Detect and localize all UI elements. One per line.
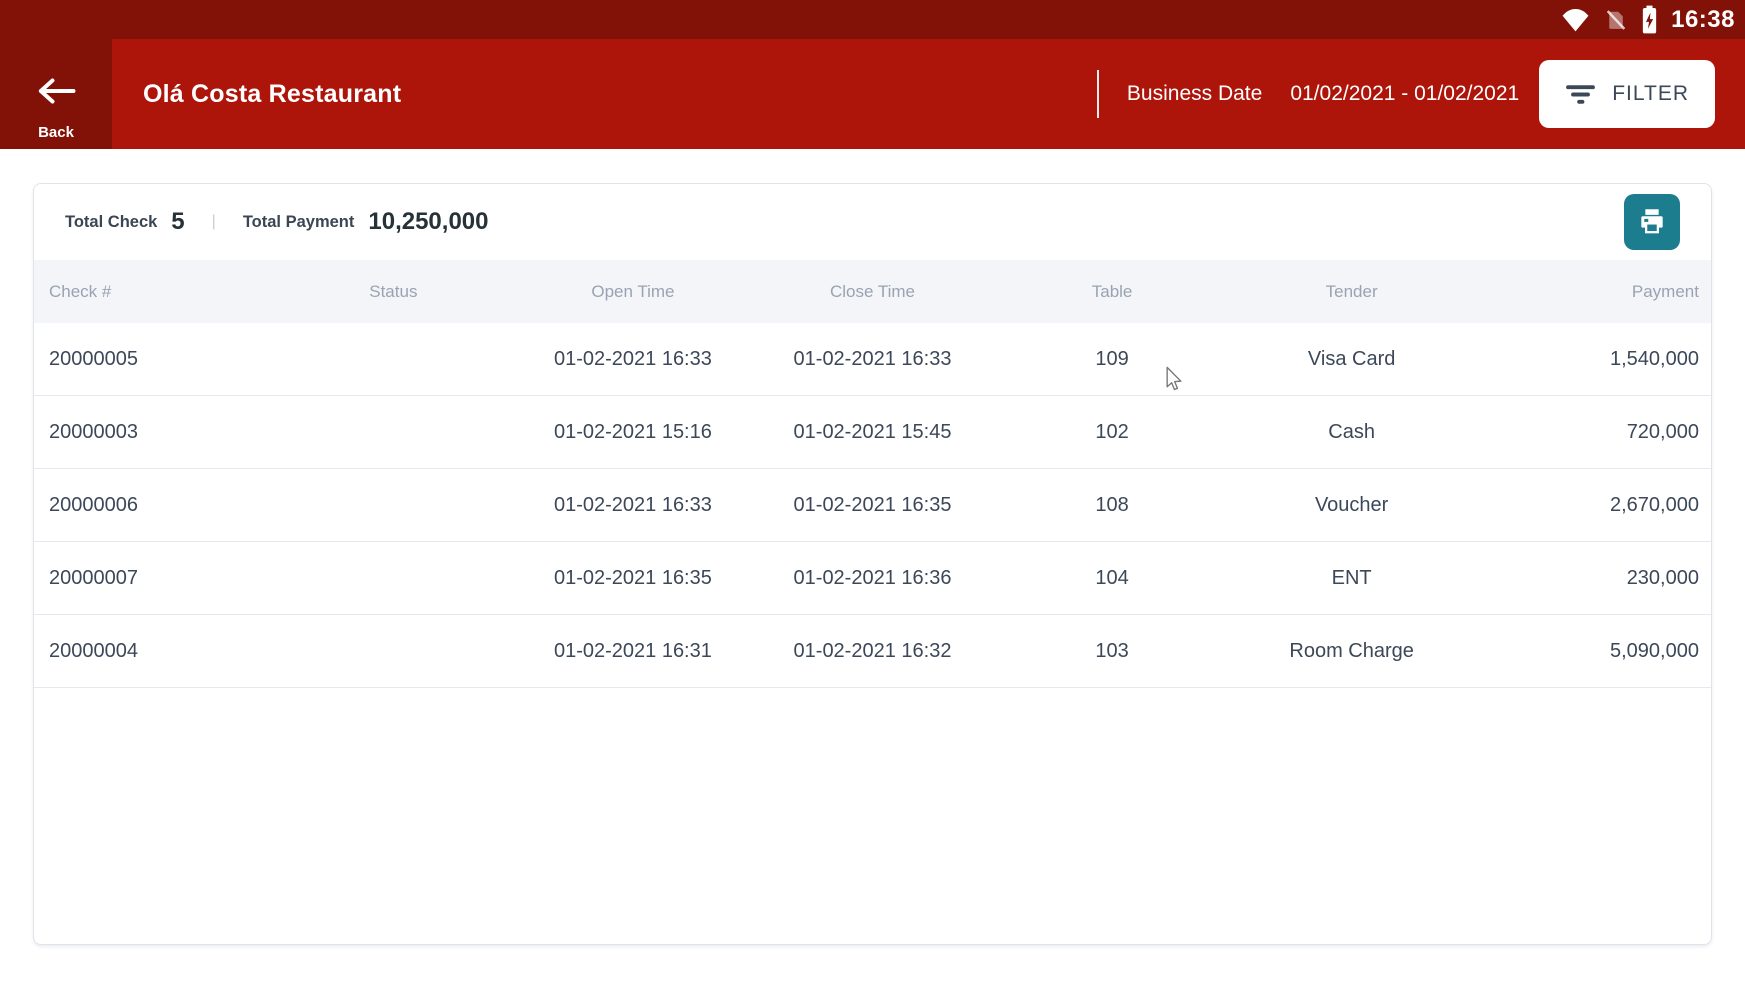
cell-payment: 5,090,000 — [1610, 639, 1699, 662]
cell-tender: Visa Card — [1307, 347, 1396, 370]
total-payment-label: Total Payment — [242, 212, 355, 231]
cell-payment: 230,000 — [1626, 566, 1699, 589]
cell-close-time: 01-02-2021 16:32 — [793, 639, 952, 662]
print-button[interactable] — [1624, 194, 1680, 250]
back-button[interactable]: Back — [0, 0, 112, 149]
cell-tender: Voucher — [1314, 493, 1389, 516]
back-label: Back — [38, 124, 74, 141]
cell-table: 103 — [1095, 639, 1129, 662]
cell-tender: Room Charge — [1289, 639, 1414, 662]
header-divider — [1096, 70, 1099, 118]
clock: 16:38 — [1671, 5, 1735, 33]
print-icon — [1636, 205, 1668, 240]
app-bar: Olá Costa Restaurant Business Date 01/02… — [112, 39, 1745, 149]
table-row[interactable]: 20000006 01-02-2021 16:33 01-02-2021 16:… — [34, 469, 1711, 542]
business-date-label: Business Date — [1126, 82, 1263, 105]
total-payment-value: 10,250,000 — [368, 208, 489, 235]
column-header-open-time: Open Time — [591, 281, 675, 301]
column-header-table: Table — [1091, 281, 1133, 301]
page-title: Olá Costa Restaurant — [143, 79, 402, 108]
summary-separator: | — [211, 213, 216, 230]
app-bar-right: Business Date 01/02/2021 - 01/02/2021 FI… — [1096, 60, 1745, 128]
filter-label: FILTER — [1612, 82, 1689, 105]
column-header-payment: Payment — [1631, 281, 1699, 301]
cell-close-time: 01-02-2021 16:36 — [793, 566, 952, 589]
android-status-bar: 16:38 — [0, 0, 1745, 39]
cell-table: 108 — [1095, 493, 1129, 516]
cell-open-time: 01-02-2021 15:16 — [553, 420, 712, 443]
cell-table: 104 — [1095, 566, 1129, 589]
total-check-value: 5 — [171, 208, 185, 235]
cell-table: 102 — [1095, 420, 1129, 443]
cell-check: 20000007 — [49, 566, 138, 589]
cell-payment: 1,540,000 — [1610, 347, 1699, 370]
cell-close-time: 01-02-2021 16:35 — [793, 493, 952, 516]
table-header-row: Check # Status Open Time Close Time Tabl… — [34, 260, 1711, 323]
column-header-status: Status — [369, 281, 418, 301]
back-arrow-icon — [35, 77, 77, 110]
cell-check: 20000006 — [49, 493, 138, 516]
column-header-close-time: Close Time — [829, 281, 915, 301]
table-row[interactable]: 20000003 01-02-2021 15:16 01-02-2021 15:… — [34, 396, 1711, 469]
cell-check: 20000003 — [49, 420, 138, 443]
checks-card: Total Check 5 | Total Payment 10,250,000… — [33, 183, 1712, 945]
cell-table: 109 — [1095, 347, 1129, 370]
cell-open-time: 01-02-2021 16:33 — [553, 347, 712, 370]
cell-close-time: 01-02-2021 15:45 — [793, 420, 952, 443]
cell-open-time: 01-02-2021 16:35 — [553, 566, 712, 589]
column-header-tender: Tender — [1325, 281, 1378, 301]
filter-button[interactable]: FILTER — [1539, 60, 1715, 128]
table-body: 20000005 01-02-2021 16:33 01-02-2021 16:… — [34, 323, 1711, 688]
app-header: 16:38 Back Olá Costa Restaurant Business… — [0, 0, 1745, 149]
cell-payment: 720,000 — [1626, 420, 1699, 443]
business-date-range[interactable]: 01/02/2021 - 01/02/2021 — [1290, 82, 1520, 105]
table-row[interactable]: 20000005 01-02-2021 16:33 01-02-2021 16:… — [34, 323, 1711, 396]
summary-row: Total Check 5 | Total Payment 10,250,000 — [34, 184, 1711, 260]
cell-open-time: 01-02-2021 16:33 — [553, 493, 712, 516]
cell-tender: ENT — [1331, 566, 1372, 589]
total-check-label: Total Check — [65, 212, 158, 231]
cell-close-time: 01-02-2021 16:33 — [793, 347, 952, 370]
table-row[interactable]: 20000004 01-02-2021 16:31 01-02-2021 16:… — [34, 615, 1711, 688]
wifi-icon — [1561, 5, 1590, 34]
no-sim-icon — [1603, 7, 1628, 32]
filter-icon — [1565, 82, 1596, 107]
table-row[interactable]: 20000007 01-02-2021 16:35 01-02-2021 16:… — [34, 542, 1711, 615]
column-header-check: Check # — [49, 281, 112, 301]
cell-payment: 2,670,000 — [1610, 493, 1699, 516]
battery-charging-icon — [1641, 5, 1658, 34]
cell-tender: Cash — [1328, 420, 1375, 443]
cell-check: 20000004 — [49, 639, 138, 662]
cell-open-time: 01-02-2021 16:31 — [553, 639, 712, 662]
cell-check: 20000005 — [49, 347, 138, 370]
